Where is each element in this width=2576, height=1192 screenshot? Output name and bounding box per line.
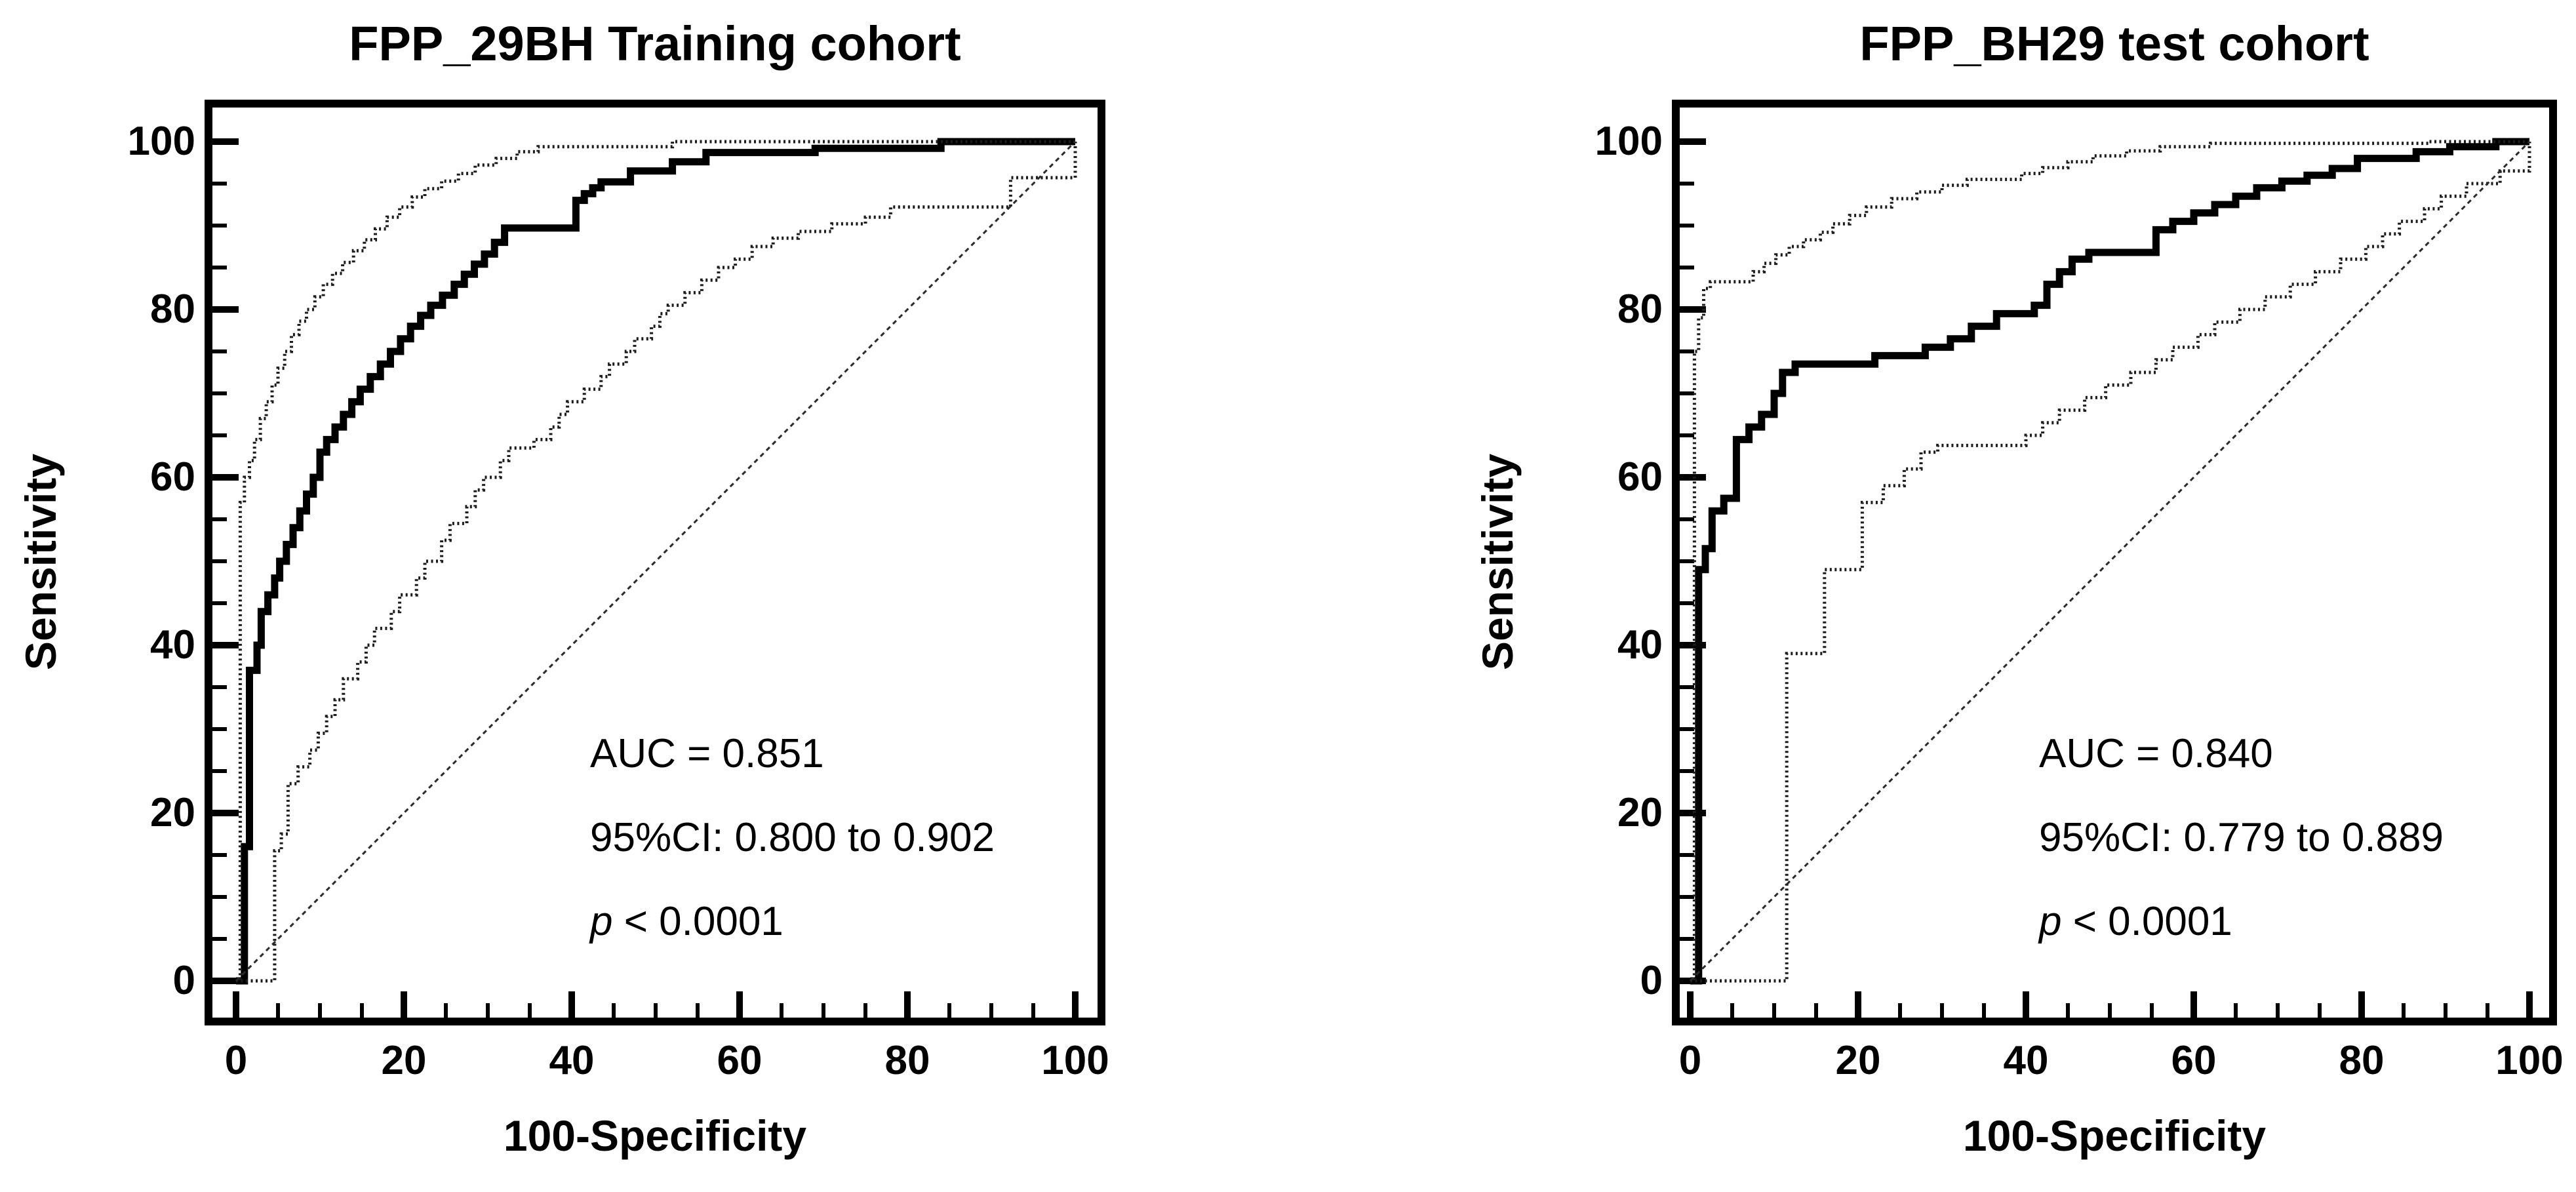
chart-title-test: FPP_BH29 test cohort bbox=[1859, 16, 2369, 71]
stats-annotation-training: AUC = 0.851 95%CI: 0.800 to 0.902 p < 0.… bbox=[590, 712, 995, 964]
roc-path bbox=[236, 138, 1075, 985]
x-tick-label: 60 bbox=[2171, 1038, 2217, 1083]
y-tick-label: 40 bbox=[150, 622, 195, 667]
stats-annotation-test: AUC = 0.840 95%CI: 0.779 to 0.889 p < 0.… bbox=[2039, 712, 2444, 964]
x-tick-label: 20 bbox=[1835, 1038, 1881, 1083]
x-tick-label: 80 bbox=[884, 1038, 930, 1083]
x-tick-label: 100 bbox=[1041, 1038, 1109, 1083]
auc-value-training: AUC = 0.851 bbox=[590, 731, 824, 776]
y-tick-label: 100 bbox=[1595, 119, 1663, 164]
y-tick-label: 100 bbox=[127, 119, 195, 164]
p-threshold: < 0.0001 bbox=[2061, 899, 2232, 944]
y-tick-label: 40 bbox=[1617, 622, 1663, 667]
ci-upper-path bbox=[236, 140, 1075, 983]
ci-value-training: 95%CI: 0.800 to 0.902 bbox=[590, 815, 995, 860]
y-tick-label: 60 bbox=[1617, 454, 1663, 500]
x-tick-label: 0 bbox=[224, 1038, 248, 1083]
ci-value-test: 95%CI: 0.779 to 0.889 bbox=[2039, 815, 2444, 860]
p-symbol: p bbox=[2039, 899, 2062, 944]
x-tick-label: 40 bbox=[2003, 1038, 2049, 1083]
x-tick-label: 20 bbox=[381, 1038, 427, 1083]
p-value-test: p < 0.0001 bbox=[2039, 880, 2444, 964]
y-axis-label-training: Sensitivity bbox=[16, 453, 65, 671]
y-tick-label: 80 bbox=[150, 287, 195, 332]
diagonal-path bbox=[1689, 140, 2531, 982]
x-axis-label-test: 100-Specificity bbox=[1962, 1111, 2267, 1160]
x-tick-label: 0 bbox=[1678, 1038, 1702, 1083]
x-tick-label: 100 bbox=[2495, 1038, 2564, 1083]
x-tick-label: 40 bbox=[549, 1038, 595, 1083]
chart-title-training: FPP_29BH Training cohort bbox=[349, 16, 961, 71]
y-tick-label: 20 bbox=[150, 790, 195, 835]
y-tick-label: 0 bbox=[1640, 958, 1663, 1003]
p-symbol: p bbox=[590, 899, 613, 944]
y-tick-label: 0 bbox=[172, 958, 195, 1003]
roc-path bbox=[1690, 138, 2529, 985]
y-axis-label-test: Sensitivity bbox=[1473, 453, 1522, 671]
p-threshold: < 0.0001 bbox=[612, 899, 783, 944]
ci-upper-path bbox=[1690, 140, 2529, 983]
x-tick-label: 80 bbox=[2339, 1038, 2385, 1083]
y-tick-label: 80 bbox=[1617, 287, 1663, 332]
ci-lower-path bbox=[236, 142, 1077, 983]
x-tick-label: 60 bbox=[717, 1038, 763, 1083]
diagonal-path bbox=[235, 140, 1077, 982]
y-tick-label: 20 bbox=[1617, 790, 1663, 835]
auc-value-test: AUC = 0.840 bbox=[2039, 731, 2273, 776]
x-axis-label-training: 100-Specificity bbox=[503, 1111, 807, 1160]
y-tick-label: 60 bbox=[150, 454, 195, 500]
p-value-training: p < 0.0001 bbox=[590, 880, 995, 964]
